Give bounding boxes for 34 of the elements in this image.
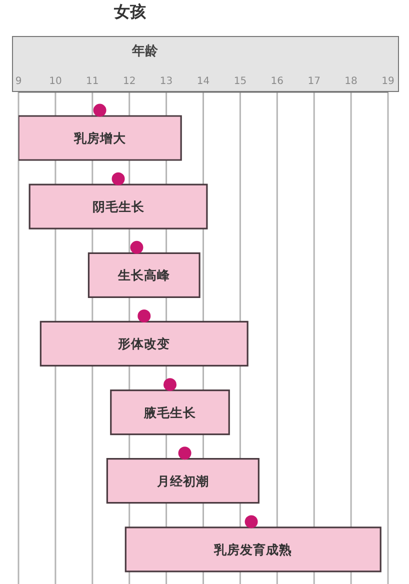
y-tick-label: 形体改变 — [117, 336, 170, 352]
x-tick-label: 18 — [344, 76, 358, 87]
point — [138, 310, 151, 322]
x-tick-label: 15 — [234, 76, 247, 87]
x-tick-label: 17 — [308, 76, 320, 87]
chart-title: 女孩 — [113, 2, 147, 23]
bar — [28, 184, 208, 230]
y-tick-label: 乳房发育成熟 — [213, 542, 292, 557]
x-tick-label: 10 — [49, 76, 62, 87]
x-axis-title: 年龄 — [130, 43, 159, 60]
point — [178, 446, 192, 460]
point — [93, 104, 106, 117]
x-tick-label: 9 — [15, 76, 22, 87]
y-tick-label: 腋毛生长 — [142, 404, 197, 420]
x-tick-label: 16 — [270, 76, 284, 87]
x-tick-label: 12 — [122, 76, 136, 87]
point — [130, 240, 144, 254]
x-tick-label: 19 — [382, 76, 394, 87]
y-tick-label: 阴毛生长 — [92, 199, 146, 214]
bar — [110, 389, 230, 436]
y-tick-label: 生长高峰 — [117, 268, 172, 283]
x-tick-label: 11 — [86, 76, 99, 87]
bar — [124, 526, 382, 572]
bar — [106, 458, 260, 504]
y-tick-label: 乳房增大 — [72, 130, 127, 146]
bar — [40, 320, 248, 367]
point — [244, 515, 258, 528]
point — [112, 172, 125, 186]
point — [163, 378, 176, 392]
y-tick-label: 月经初潮 — [156, 473, 209, 488]
x-tick-label: 14 — [196, 76, 210, 87]
bar — [88, 252, 200, 298]
bar — [18, 115, 182, 161]
x-tick-label: 13 — [160, 76, 173, 87]
